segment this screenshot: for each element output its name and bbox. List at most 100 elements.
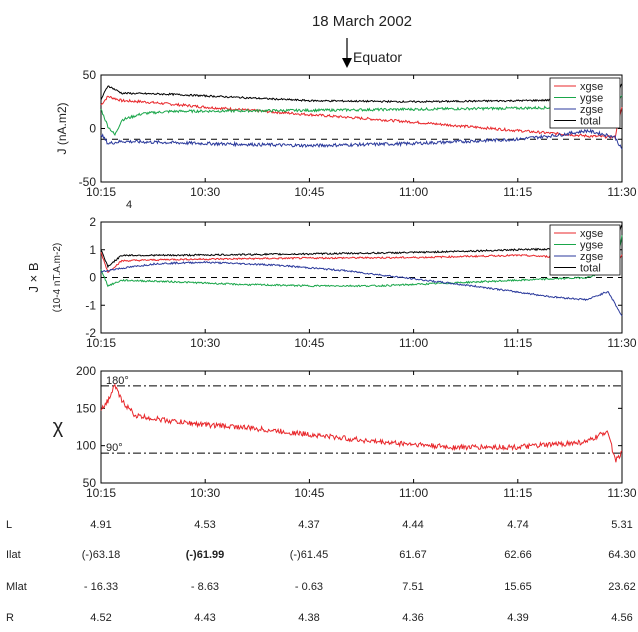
x-tick-label: 11:00 [399, 185, 428, 199]
legend-label: zgse [580, 104, 603, 116]
table-row-label: Mlat [6, 581, 27, 593]
y-axis-label: χ [53, 416, 64, 438]
y-tick-label: -1 [85, 298, 96, 312]
y-axis-units: (10-4 nT.A.m-2) [52, 243, 63, 312]
series-line-chi [100, 383, 623, 463]
table-cell: 4.56 [611, 612, 632, 624]
panel-jxb: 2 1 0 -1 -210:15 10:30 10:45 11:00 11:15 11:30 xgs… [26, 215, 637, 350]
table-row: L 4.91 4.53 4.37 4.44 4.74 5.31 [6, 519, 633, 531]
legend-label: total [580, 263, 601, 275]
series-line-zgse [100, 260, 623, 317]
x-tick-label: 10:30 [190, 185, 220, 199]
table-cell: 61.67 [399, 549, 427, 561]
y-tick-label: 0 [89, 271, 96, 285]
table-cell: 4.43 [194, 612, 215, 624]
x-tick-label: 11:00 [399, 336, 428, 350]
figure-title: 18 March 2002 [312, 13, 412, 30]
x-tick-label: 10:45 [294, 336, 324, 350]
legend-label: xgse [580, 228, 603, 240]
table-cell: 23.62 [608, 581, 636, 593]
orbit-table: L 4.91 4.53 4.37 4.44 4.74 5.31 Ilat (-)63.18 (-)… [6, 519, 636, 624]
table-row: Ilat (-)63.18 (-)61.99 (-)61.45 61.67 62.66 64… [6, 549, 636, 561]
x-tick-label: 11:15 [503, 486, 532, 500]
legend-label: xgse [580, 81, 603, 93]
table-cell: - 0.63 [295, 581, 323, 593]
x-tick-label: 11:15 [503, 185, 532, 199]
table-cell: 7.51 [402, 581, 423, 593]
plot-frame [100, 74, 623, 183]
equator-label: Equator [353, 49, 402, 65]
x-tick-label: 10:30 [190, 486, 220, 500]
y-tick-label: 200 [76, 364, 96, 378]
y-tick-label: 0 [89, 122, 96, 136]
x-tick-label: 10:30 [190, 336, 220, 350]
x-tick-label: 10:45 [294, 486, 324, 500]
plot-frame [100, 370, 623, 484]
table-cell: (-)61.99 [186, 549, 225, 561]
y-tick-label: 50 [83, 68, 97, 82]
x-tick-label: 11:30 [607, 486, 636, 500]
table-cell: 4.52 [90, 612, 111, 624]
legend-label: ygse [580, 93, 603, 105]
y-tick-label: 2 [89, 215, 96, 229]
table-cell: - 8.63 [191, 581, 219, 593]
legend-label: total [580, 116, 601, 128]
y-tick-label: 50 [83, 476, 97, 490]
y-axis-label: J (nA.m2) [55, 102, 69, 154]
table-cell: 4.38 [298, 612, 319, 624]
y-tick-label: 150 [76, 401, 96, 415]
legend-label: ygse [580, 240, 603, 252]
series-line-total [100, 224, 623, 269]
table-cell: - 16.33 [84, 581, 118, 593]
table-row-label: R [6, 612, 14, 624]
table-cell: 5.31 [611, 519, 632, 531]
series-line-xgse [100, 252, 623, 273]
series-line-ygse [100, 95, 623, 136]
reference-label: 180° [106, 375, 129, 387]
table-cell: 4.36 [402, 612, 423, 624]
y-tick-label: -2 [85, 326, 96, 340]
x-tick-label: 11:15 [503, 336, 532, 350]
table-cell: 4.44 [402, 519, 423, 531]
table-cell: 4.53 [194, 519, 215, 531]
x-tick-label: 10:15 [86, 336, 116, 350]
table-cell: 4.91 [90, 519, 111, 531]
y-tick-label: 100 [76, 439, 96, 453]
x-tick-label: 10:15 [86, 486, 116, 500]
table-cell: 64.30 [608, 549, 636, 561]
equator-arrow-head [342, 58, 352, 68]
table-cell: 15.65 [504, 581, 532, 593]
x-tick-label: 10:45 [294, 185, 324, 199]
x-tick-label: 11:00 [399, 486, 428, 500]
series-line-ygse [100, 235, 623, 288]
table-row-label: L [6, 519, 12, 531]
table-cell: (-)63.18 [82, 549, 121, 561]
series-line-zgse [100, 128, 623, 150]
y-tick-label: 1 [89, 243, 96, 257]
x-tick-label: 10:15 [86, 185, 116, 199]
table-cell: (-)61.45 [290, 549, 329, 561]
series-line-total [100, 83, 623, 104]
equator-marker: Equator [342, 38, 402, 68]
table-row-label: Ilat [6, 549, 21, 561]
reference-label: 90° [106, 442, 123, 454]
x-tick-label: 11:30 [607, 185, 636, 199]
y-axis-label: J × B [26, 263, 41, 293]
table-cell: 4.39 [507, 612, 528, 624]
panel-extra-label: 4 [126, 199, 132, 211]
table-cell: 62.66 [504, 549, 532, 561]
legend-label: zgse [580, 251, 603, 263]
table-cell: 4.74 [507, 519, 528, 531]
table-cell: 4.37 [298, 519, 319, 531]
series-line-xgse [100, 95, 623, 140]
x-tick-label: 11:30 [607, 336, 636, 350]
table-row: R 4.52 4.43 4.38 4.36 4.39 4.56 [6, 612, 633, 624]
y-tick-label: -50 [79, 175, 97, 189]
table-row: Mlat - 16.33 - 8.63 - 0.63 7.51 15.65 23.62 [6, 581, 636, 593]
